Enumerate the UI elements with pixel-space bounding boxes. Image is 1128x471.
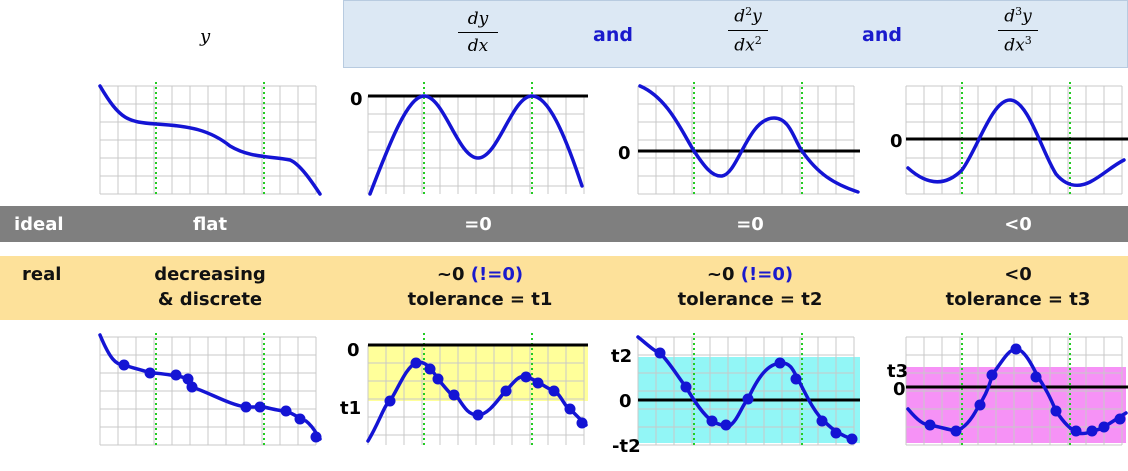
second-derivative-ideal-plot xyxy=(637,82,860,195)
sample-point xyxy=(846,433,858,445)
sample-point xyxy=(774,357,786,369)
real-d3-line2: tolerance = t3 xyxy=(945,289,1091,310)
curve-line xyxy=(368,94,584,196)
curve-line xyxy=(638,84,860,194)
sample-point xyxy=(254,401,266,413)
and-label-1: and xyxy=(593,24,633,46)
sample-point xyxy=(500,385,512,397)
sample-point xyxy=(680,381,692,393)
curve-line xyxy=(98,333,322,441)
sample-point xyxy=(986,369,998,381)
sample-point xyxy=(424,363,436,375)
ideal-band xyxy=(0,206,1128,242)
third-derivative-label: d3y dx3 xyxy=(988,5,1048,55)
sample-point xyxy=(1086,425,1098,437)
sample-point xyxy=(950,425,962,437)
sample-point xyxy=(310,431,322,443)
sample-point xyxy=(240,401,252,413)
and-label-2: and xyxy=(862,24,902,46)
sample-point xyxy=(170,369,182,381)
sample-point xyxy=(1050,405,1062,417)
first-derivative-real-plot xyxy=(366,333,588,445)
sample-point xyxy=(742,393,754,405)
real-d3-line1: <0 xyxy=(1004,264,1032,285)
first-derivative-label: dy dx xyxy=(448,9,508,56)
sample-point xyxy=(654,347,666,359)
ideal-row-label: ideal xyxy=(14,214,64,235)
real-band xyxy=(0,256,1128,320)
sample-point xyxy=(720,419,732,431)
real-row-label: real xyxy=(22,264,62,285)
d3-bot-zero-label: 0 xyxy=(893,379,906,400)
d2-bot-t2-label: t2 xyxy=(611,346,633,367)
sample-point xyxy=(144,367,156,379)
first-derivative-ideal-plot xyxy=(367,82,588,196)
sample-point xyxy=(1010,343,1022,355)
real-d1-line1: ~0 (!=0) xyxy=(436,264,524,285)
y-real-plot xyxy=(98,333,322,446)
sample-point xyxy=(448,389,460,401)
sample-point xyxy=(576,417,588,429)
real-d2-line2: tolerance = t2 xyxy=(677,289,823,310)
real-y-line1: decreasing xyxy=(154,264,266,285)
sample-point xyxy=(1114,413,1126,425)
curve-line xyxy=(906,98,1126,188)
sample-point xyxy=(118,359,130,371)
sample-point xyxy=(564,403,576,415)
d1-bot-t1-label: t1 xyxy=(340,398,362,419)
sample-point xyxy=(520,371,532,383)
sample-point xyxy=(410,357,422,369)
sample-point xyxy=(280,405,292,417)
sample-point xyxy=(924,419,936,431)
sample-point xyxy=(532,377,544,389)
sample-point xyxy=(974,399,986,411)
sample-point xyxy=(432,373,444,385)
d2-bot-zero-label: 0 xyxy=(619,391,632,412)
d3-bot-t3-label: t3 xyxy=(887,361,909,382)
sample-point xyxy=(384,395,396,407)
sample-point xyxy=(790,373,802,385)
sample-point xyxy=(294,413,306,425)
second-derivative-real-plot xyxy=(636,333,860,446)
second-derivative-label: d2y dx2 xyxy=(718,5,778,55)
d1-bot-zero-label: 0 xyxy=(347,340,360,361)
y-label: y xyxy=(200,26,211,47)
real-d1-line2: tolerance = t1 xyxy=(407,289,553,310)
d2-top-zero-label: 0 xyxy=(618,143,631,164)
ideal-d2-value: =0 xyxy=(736,214,764,235)
sample-point xyxy=(1098,421,1110,433)
real-d2-line1: ~0 (!=0) xyxy=(706,264,794,285)
derivatives-header-box xyxy=(343,0,1128,68)
curve-line xyxy=(636,335,854,441)
sample-point xyxy=(706,415,718,427)
curve-line xyxy=(98,84,322,196)
sample-point xyxy=(830,427,842,439)
d3-top-zero-label: 0 xyxy=(890,131,903,152)
ideal-d1-value: =0 xyxy=(464,214,492,235)
ideal-y-value: flat xyxy=(192,214,228,235)
sample-point xyxy=(186,381,198,393)
sample-point xyxy=(548,385,560,397)
sample-point xyxy=(1030,371,1042,383)
y-ideal-plot xyxy=(98,82,322,196)
third-derivative-real-plot xyxy=(905,333,1128,446)
sample-point xyxy=(472,409,484,421)
d1-top-zero-label: 0 xyxy=(350,89,363,110)
d2-bot-neg-t2-label: -t2 xyxy=(612,436,641,457)
sample-point xyxy=(1070,425,1082,437)
real-y-line2: & discrete xyxy=(157,289,263,310)
third-derivative-ideal-plot xyxy=(905,82,1128,195)
sample-point xyxy=(816,415,828,427)
ideal-d3-value: <0 xyxy=(1004,214,1032,235)
